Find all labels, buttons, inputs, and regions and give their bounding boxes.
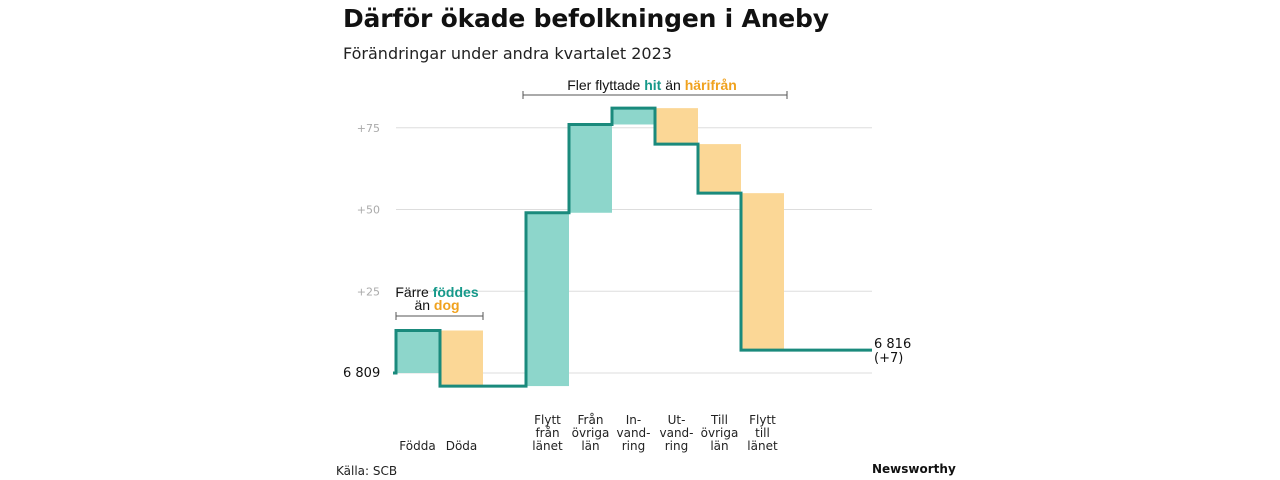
decrease-bar [741, 193, 784, 351]
x-category-label: länet [747, 439, 778, 453]
x-category-label: övriga [572, 426, 610, 440]
decrease-bar [698, 144, 741, 194]
x-category-label: Från [578, 413, 604, 427]
end-change-label: (+7) [874, 351, 903, 366]
x-category-label: Till [710, 413, 728, 427]
x-category-label: In- [626, 413, 641, 427]
y-tick-label: +25 [357, 285, 380, 298]
y-tick-label: +50 [357, 204, 380, 217]
chart-title: Därför ökade befolkningen i Aneby [343, 4, 829, 33]
x-category-label: Födda [399, 439, 435, 453]
grid-lines: +25 +50 +75 [357, 122, 872, 374]
x-category-label: län [581, 439, 599, 453]
x-category-label: Flytt [749, 413, 776, 427]
waterfall-step-line [393, 106, 872, 388]
x-category-label: övriga [701, 426, 739, 440]
x-category-label: vand- [659, 426, 693, 440]
increase-bar [569, 124, 612, 213]
decrease-bar [440, 330, 483, 387]
x-category-label: länet [532, 439, 563, 453]
start-value-label: 6 809 [343, 366, 380, 381]
births-annotation-line2: än dog [414, 297, 459, 313]
chart-subtitle: Förändringar under andra kvartalet 2023 [343, 44, 672, 63]
moves-annotation-text: Fler flyttade hit än härifrån [567, 77, 737, 93]
x-category-label: från [535, 426, 559, 440]
x-category-label: Ut- [668, 413, 686, 427]
increase-bar [526, 212, 569, 387]
category-labels: Födda DödaFlyttfrånlänetFrånövrigalänIn-v… [399, 413, 778, 453]
x-category-label: ring [665, 439, 689, 453]
x-category-label: Döda [446, 439, 478, 453]
births-annotation: Färre föddes än dog [395, 284, 484, 320]
x-category-label: Flytt [534, 413, 561, 427]
step-line [393, 106, 872, 388]
end-value-label: 6 816 [874, 337, 911, 352]
x-category-label: vand- [616, 426, 650, 440]
births-annotation-line1: Färre föddes [395, 284, 478, 300]
x-category-label: ring [622, 439, 646, 453]
moves-annotation: Fler flyttade hit än härifrån [522, 77, 788, 99]
brand-logo: Newsworthy [854, 462, 956, 476]
bars [396, 108, 784, 387]
increase-bar [396, 330, 439, 373]
source-note: Källa: SCB [336, 464, 398, 478]
x-category-label: län [710, 439, 728, 453]
x-category-label: till [755, 426, 770, 440]
decrease-bar [655, 108, 698, 145]
brand-name: Newsworthy [872, 462, 956, 476]
increase-bar [612, 108, 655, 125]
newsworthy-logo-icon [854, 462, 868, 476]
y-tick-label: +75 [357, 122, 380, 135]
